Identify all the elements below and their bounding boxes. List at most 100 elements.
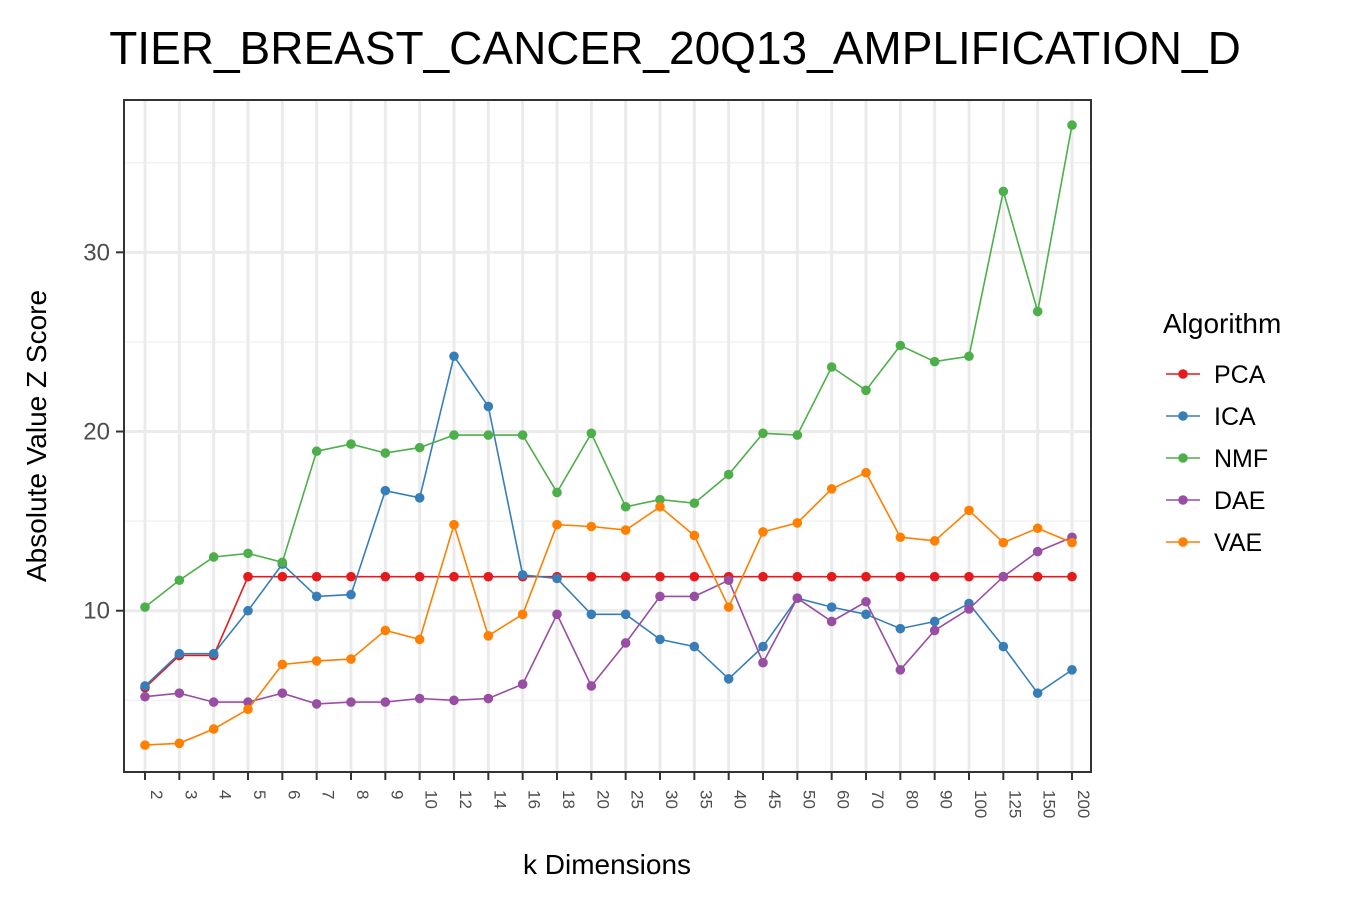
data-point-vae <box>1067 537 1077 548</box>
legend-item-pca: PCA <box>1166 361 1266 389</box>
data-point-nmf <box>655 494 665 505</box>
x-tick-label: 18 <box>559 790 578 809</box>
data-point-pca <box>586 571 597 582</box>
data-point-nmf <box>414 442 425 453</box>
data-point-dae <box>792 593 803 603</box>
data-point-nmf <box>552 487 562 498</box>
legend-label: ICA <box>1214 403 1256 431</box>
legend-marker <box>1178 411 1188 421</box>
series-line-vae <box>144 471 1073 746</box>
data-point-ica <box>517 570 528 580</box>
data-point-dae <box>517 679 528 689</box>
data-point-nmf <box>1032 306 1043 317</box>
data-point-dae <box>1032 546 1043 557</box>
x-tick-label: 4 <box>216 790 235 799</box>
x-tick-label: 8 <box>353 790 372 799</box>
y-tick-label: 10 <box>83 598 110 625</box>
data-point-nmf <box>277 557 288 568</box>
data-point-pca <box>1067 571 1077 582</box>
x-tick-label: 80 <box>902 790 921 809</box>
data-point-nmf <box>895 340 906 351</box>
data-point-ica <box>311 591 322 602</box>
x-tick-label: 35 <box>696 790 715 809</box>
x-tick-label: 25 <box>628 790 647 809</box>
x-tick-label: 90 <box>937 790 956 809</box>
data-point-nmf <box>380 448 391 458</box>
data-point-vae <box>380 625 391 636</box>
x-tick-label: 50 <box>799 790 818 809</box>
data-point-nmf <box>311 446 322 457</box>
y-axis: 10 20 30 <box>83 239 124 625</box>
x-axis-title: k Dimensions <box>523 849 691 880</box>
x-tick-label: 30 <box>662 790 681 809</box>
y-axis-title: Absolute Value Z Score <box>21 290 52 582</box>
series-nmf <box>140 120 1077 612</box>
data-point-dae <box>689 591 700 602</box>
data-point-dae <box>964 604 974 614</box>
series-line-dae <box>144 536 1073 705</box>
x-tick-label: 45 <box>765 790 784 809</box>
data-point-nmf <box>586 428 597 439</box>
x-axis: 2 3 4 5 6 7 8 9 10 12 14 16 18 20 25 30 35 40 45 50 60 70 80 90… <box>144 772 1093 818</box>
x-tick-label: 60 <box>834 790 853 809</box>
chart-title: TIER_BREAST_CANCER_20Q13_AMPLIFICATION_D <box>109 22 1241 74</box>
data-point-ica <box>1032 688 1043 698</box>
series-dae <box>140 532 1077 709</box>
data-point-vae <box>586 521 597 532</box>
data-point-ica <box>380 485 391 496</box>
data-point-vae <box>140 740 150 750</box>
data-point-dae <box>483 693 494 704</box>
data-point-vae <box>929 536 940 546</box>
data-point-nmf <box>929 356 940 367</box>
data-point-ica <box>346 589 356 600</box>
data-point-vae <box>826 484 837 494</box>
data-point-vae <box>620 525 631 535</box>
data-point-vae <box>758 527 768 537</box>
x-tick-label: 12 <box>456 790 475 809</box>
data-point-nmf <box>826 362 837 372</box>
data-point-nmf <box>346 439 356 449</box>
data-point-nmf <box>758 428 768 439</box>
data-point-dae <box>174 688 185 698</box>
data-point-ica <box>689 641 700 652</box>
legend-title: Algorithm <box>1163 308 1281 339</box>
x-tick-label: 16 <box>525 790 544 809</box>
data-point-dae <box>311 699 322 709</box>
legend-marker <box>1178 537 1188 547</box>
data-point-dae <box>552 609 562 620</box>
data-point-dae <box>140 691 150 702</box>
data-point-ica <box>655 634 665 645</box>
x-tick-label: 5 <box>250 790 269 799</box>
data-point-vae <box>174 738 185 749</box>
series-line-nmf <box>144 124 1073 608</box>
data-point-dae <box>586 681 597 691</box>
data-point-pca <box>1032 571 1043 582</box>
data-point-pca <box>277 571 288 582</box>
data-point-vae <box>689 530 700 541</box>
data-point-vae <box>414 634 425 645</box>
data-point-nmf <box>174 575 185 586</box>
data-point-ica <box>414 493 425 503</box>
data-point-pca <box>311 571 322 582</box>
legend-marker <box>1178 369 1188 379</box>
data-point-ica <box>929 616 940 627</box>
data-point-pca <box>689 571 700 582</box>
legend-label: PCA <box>1214 361 1266 389</box>
data-point-vae <box>311 656 322 666</box>
data-point-vae <box>552 519 562 530</box>
data-point-ica <box>826 602 837 612</box>
data-point-ica <box>723 674 734 684</box>
legend-label: VAE <box>1214 529 1262 557</box>
x-tick-label: 6 <box>284 790 303 799</box>
legend-label: DAE <box>1214 487 1265 515</box>
data-point-vae <box>346 654 356 664</box>
legend-item-nmf: NMF <box>1166 445 1268 473</box>
data-point-nmf <box>140 602 150 612</box>
data-point-nmf <box>517 430 528 440</box>
x-tick-label: 9 <box>387 790 406 799</box>
data-point-vae <box>895 532 906 543</box>
data-point-dae <box>723 575 734 586</box>
data-point-pca <box>792 571 803 582</box>
data-point-pca <box>483 571 494 582</box>
x-tick-label: 200 <box>1074 790 1093 818</box>
